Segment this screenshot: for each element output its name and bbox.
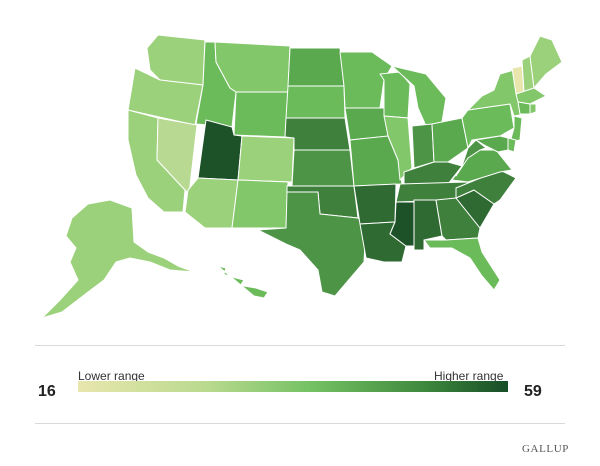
legend-min-value: 16 — [38, 383, 56, 400]
state-MA[interactable] — [515, 87, 547, 105]
state-AK[interactable] — [41, 199, 195, 319]
state-ME[interactable] — [529, 35, 563, 89]
legend-gradient-bar — [78, 381, 508, 392]
state-RI[interactable] — [529, 103, 537, 115]
legend-lower-range-label: Lower range — [78, 369, 145, 383]
us-choropleth-map — [41, 34, 563, 319]
state-FL[interactable] — [423, 237, 501, 291]
state-KY[interactable] — [403, 161, 463, 185]
state-WV[interactable] — [455, 139, 487, 177]
gallup-logo: GALLUP — [522, 443, 569, 455]
state-OH[interactable] — [431, 117, 469, 163]
legend-max-value: 59 — [524, 383, 542, 400]
state-IL[interactable] — [383, 115, 413, 181]
state-KS[interactable] — [291, 149, 355, 187]
state-NV[interactable] — [156, 117, 198, 195]
state-NE[interactable] — [284, 117, 351, 151]
legend-bottom-divider — [35, 423, 565, 424]
state-CT[interactable] — [517, 101, 531, 115]
state-TX[interactable] — [257, 191, 367, 297]
legend-higher-range-label: Higher range — [434, 369, 504, 383]
state-IA[interactable] — [344, 107, 391, 141]
state-NM[interactable] — [231, 179, 289, 229]
state-WY[interactable] — [233, 91, 289, 138]
legend-top-divider — [35, 345, 565, 346]
state-AR[interactable] — [353, 183, 397, 225]
state-MN[interactable] — [339, 51, 393, 109]
state-MD[interactable] — [475, 135, 509, 153]
state-ND[interactable] — [287, 47, 345, 87]
state-CO[interactable] — [237, 135, 295, 183]
state-DE[interactable] — [507, 137, 517, 153]
state-IN[interactable] — [411, 123, 435, 169]
state-AZ[interactable] — [184, 177, 239, 229]
state-SD[interactable] — [285, 85, 346, 119]
state-HI[interactable] — [215, 265, 269, 299]
